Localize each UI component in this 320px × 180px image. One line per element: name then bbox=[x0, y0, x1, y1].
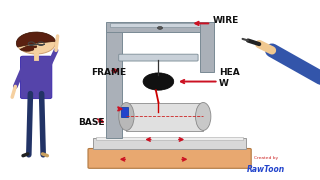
Bar bbox=[106, 22, 214, 31]
FancyBboxPatch shape bbox=[119, 54, 198, 61]
Text: Created by: Created by bbox=[253, 156, 278, 160]
Text: WIRE: WIRE bbox=[213, 16, 239, 25]
FancyBboxPatch shape bbox=[88, 148, 251, 168]
Circle shape bbox=[143, 73, 174, 90]
Wedge shape bbox=[16, 32, 56, 47]
Circle shape bbox=[157, 26, 163, 29]
Bar bbox=[200, 22, 214, 72]
Text: HEA: HEA bbox=[219, 68, 240, 76]
Circle shape bbox=[17, 32, 55, 54]
Bar bbox=[110, 23, 210, 27]
Text: W: W bbox=[219, 79, 229, 88]
Text: BASE: BASE bbox=[78, 118, 105, 127]
Text: RawToon: RawToon bbox=[246, 165, 285, 174]
Bar bbox=[93, 138, 246, 149]
Text: FRAME: FRAME bbox=[91, 68, 126, 77]
Ellipse shape bbox=[196, 103, 211, 130]
Bar bbox=[106, 30, 122, 138]
FancyBboxPatch shape bbox=[20, 56, 52, 99]
Wedge shape bbox=[20, 46, 37, 51]
Bar bbox=[126, 103, 203, 130]
Bar bbox=[121, 107, 128, 117]
Ellipse shape bbox=[119, 103, 134, 130]
Bar bbox=[96, 137, 243, 140]
